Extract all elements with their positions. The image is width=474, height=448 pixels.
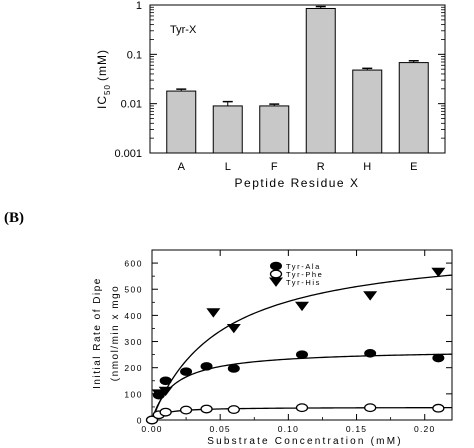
chart-b-point-Tyr-His [206, 308, 221, 318]
chart-b-y-tick-label: 400 [124, 311, 143, 321]
chart-b-y-axis-title-line1: Initial Rate of Dipe [92, 277, 103, 389]
chart-a-plot-frame [149, 4, 446, 154]
chart-b-y-tick-label: 500 [124, 285, 143, 295]
chart-b-point-Tyr-His [431, 267, 446, 278]
chart-b-point-Tyr-His [226, 323, 241, 334]
chart-b-point-Tyr-Ala [200, 362, 213, 371]
chart-b-point-Tyr-His [363, 291, 378, 301]
chart-b-x-tick-label: 0.15 [346, 424, 367, 434]
chart-b-plot-frame [151, 249, 453, 421]
chart-b-x-tick-label: 0.20 [414, 424, 435, 434]
chart-b-point-Tyr-Phe [295, 403, 309, 413]
chart-b-legend-marker-Tyr-Ala [270, 261, 282, 271]
chart-b-point-Tyr-Phe [159, 407, 172, 417]
chart-b-fit-curves [151, 274, 453, 421]
ic50-bar-chart: Tyr-X 0.001 0.01 0.1 1 A L F R H E Peptide Resid… [95, 0, 446, 190]
kinetics-scatter-chart: 0 100 200 300 400 500 600 0.00 0.05 0.10 0.15 0.20… [92, 249, 453, 447]
chart-b-y-tick-label: 300 [124, 337, 143, 347]
chart-b-x-axis: 0.00 0.05 0.10 0.15 0.20 [141, 250, 435, 434]
chart-a-bar-R [305, 7, 336, 154]
chart-b-point-Tyr-His [158, 386, 173, 397]
chart-b-y-tick-label: 200 [124, 363, 143, 373]
chart-b-legend-marker-Tyr-Phe [269, 269, 283, 279]
chart-b-legend-marker-Tyr-His [269, 277, 283, 287]
chart-b-legend-label-Tyr-Ala: Tyr-Ala [286, 262, 321, 271]
chart-b-point-Tyr-Phe [432, 403, 445, 413]
chart-a-bar-E [398, 62, 429, 154]
panel-b-label: (B) [4, 210, 24, 226]
chart-b-point-Tyr-Ala [180, 367, 193, 376]
chart-b-point-Tyr-Phe [200, 404, 213, 414]
chart-a-x-tick-label-L: L [225, 161, 231, 173]
chart-a-x-tick-label-H: H [363, 161, 371, 173]
chart-b-legend-label-Tyr-Phe: Tyr-Phe [286, 270, 323, 279]
chart-b-point-Tyr-Phe [364, 403, 377, 413]
chart-a-y-tick-label: 1 [136, 0, 142, 12]
chart-a-y-axis: 0.001 0.01 0.1 1 [114, 0, 445, 160]
chart-b-data-points [145, 267, 446, 425]
chart-a-bar-A [166, 90, 197, 154]
chart-b-point-Tyr-Ala [296, 350, 308, 359]
chart-b-point-Tyr-His [151, 389, 166, 399]
chart-b-point-Tyr-His [295, 301, 309, 312]
chart-b-y-axis-title-line2: (nmol/min x mgo [110, 285, 121, 381]
chart-b-point-Tyr-Phe [227, 405, 240, 414]
chart-b-x-axis-title: Substrate Concentration (mM) [207, 436, 403, 447]
chart-b-y-tick-label: 100 [124, 389, 143, 399]
chart-a-y-tick-label: 0.01 [121, 99, 142, 111]
chart-a-annotation: Tyr-X [170, 24, 197, 36]
chart-b-point-Tyr-Ala [364, 349, 377, 358]
chart-a-x-axis-title: Peptide Residue X [235, 176, 360, 190]
chart-b-legend-label-Tyr-His: Tyr-His [286, 278, 321, 287]
chart-b-point-Tyr-Ala [432, 353, 445, 363]
chart-a-bar-L [212, 105, 243, 154]
chart-b-point-Tyr-Ala [159, 376, 172, 386]
chart-a-x-tick-label-R: R [317, 161, 325, 173]
chart-a-y-tick-label: 0.001 [114, 148, 142, 160]
chart-b-x-tick-label: 0.05 [210, 424, 231, 434]
chart-a-bars [166, 5, 429, 154]
chart-b-point-Tyr-Phe [179, 405, 193, 415]
chart-b-y-tick-label: 600 [124, 259, 143, 269]
chart-a-bar-F [259, 105, 290, 154]
chart-b-x-tick-label: 0.00 [141, 424, 162, 434]
chart-b-fit-curve-Tyr-His [151, 274, 453, 421]
chart-a-x-tick-label-E: E [410, 161, 417, 173]
chart-a-x-tick-label-A: A [178, 161, 186, 173]
chart-a-y-axis-title: IC50(mM) [95, 49, 112, 109]
chart-b-point-Tyr-Ala [227, 364, 240, 373]
chart-a-y-tick-label: 0.1 [127, 49, 142, 61]
chart-b-y-axis: 0 100 200 300 400 500 600 [124, 259, 452, 426]
chart-b-y-tick-label: 0 [137, 416, 143, 426]
chart-a-bar-H [352, 69, 383, 154]
chart-b-x-tick-label: 0.10 [278, 424, 299, 434]
chart-a-x-tick-label-F: F [271, 161, 278, 173]
